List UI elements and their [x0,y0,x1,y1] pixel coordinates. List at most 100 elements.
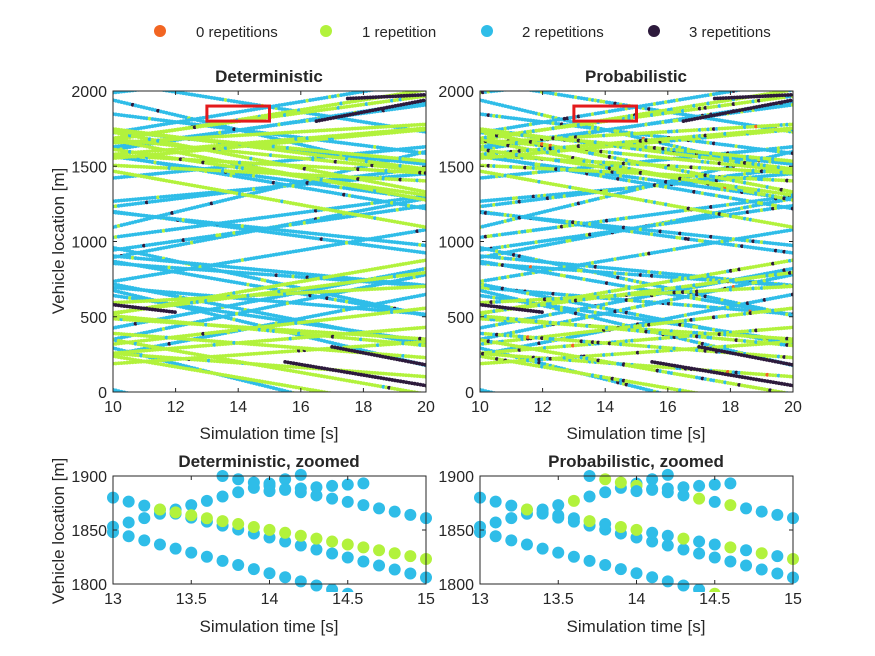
trajectory-point [342,308,346,313]
trajectory-point [263,268,268,273]
trajectory-point [243,257,248,262]
trajectory-point [173,243,177,248]
trajectory-point [404,206,408,211]
trajectory-point [178,242,183,247]
trajectory-point [302,234,307,239]
trajectory-point [285,274,290,278]
trajectory-point [333,94,338,98]
trajectory-point [251,271,256,276]
trajectory-point [404,282,408,287]
trajectory-point [291,229,296,234]
trajectory-point [189,117,194,122]
trajectory-point [136,287,141,291]
trajectory-point [370,172,375,177]
trajectory-point [285,228,290,233]
trajectory-point [344,307,349,312]
trajectory-point [254,228,259,233]
trajectory-point [319,113,324,118]
trajectory-point [412,198,417,203]
trajectory-point [375,301,380,306]
trajectory-point [401,338,406,343]
trajectory-point [192,240,197,244]
trajectory-point [330,214,335,218]
trajectory-point [367,243,372,248]
trajectory-point [285,232,290,237]
trajectory-point [328,311,332,315]
trajectory-point [401,296,406,301]
trajectory-point [158,118,163,122]
trajectory-point [130,286,135,290]
trajectory-point [268,268,273,273]
trajectory-point [125,277,129,282]
trajectory-point [311,231,315,236]
trajectory-point [215,96,220,101]
trajectory-point [113,325,118,330]
trajectory-point [387,246,391,250]
trajectory-point [158,171,163,176]
trajectory-point [260,272,265,277]
trajectory-point [240,188,245,193]
trajectory-point [291,249,296,254]
trajectory-point [260,298,265,303]
trajectory-point [204,268,208,273]
trajectory-point [344,240,349,245]
trajectory-point [204,223,208,228]
trajectory-point [212,131,217,136]
trajectory-point [373,200,377,205]
trajectory-point [375,244,380,249]
trajectory-point [143,91,145,92]
trajectory-point [187,266,191,271]
trajectory-point [130,232,135,237]
trajectory-point [125,174,129,179]
trajectory-point [361,242,366,247]
trajectory-point [401,231,406,236]
trajectory-point [373,172,377,177]
trajectory-point [325,390,329,392]
trajectory-point [389,233,394,238]
trajectory-point [153,247,158,252]
trajectory-point [204,220,208,225]
trajectory-point [198,235,203,240]
trajectory-point [243,227,248,231]
trajectory-point [209,263,214,268]
trajectory-point [423,203,426,208]
trajectory-point [356,242,360,246]
trajectory-point [257,225,262,230]
trajectory-point [257,125,262,130]
trajectory-point [412,268,417,273]
trajectory-point [226,260,231,265]
trajectory-point [128,197,132,202]
trajectory-point [378,171,383,176]
trajectory-point [192,194,197,199]
trajectory-point [178,217,183,222]
trajectory-point [243,218,248,222]
trajectory-point [395,232,400,237]
trajectory-point [175,260,180,264]
trajectory-point [361,202,366,207]
trajectory-point [308,235,313,240]
trajectory-point [406,173,411,177]
trajectory-point [297,100,301,104]
trajectory-point [282,251,287,255]
trajectory-point [409,295,414,300]
trajectory-point [384,245,389,250]
trajectory-point [184,195,189,200]
trajectory-point [198,262,203,267]
trajectory-point [147,242,152,247]
trajectory-point [181,195,186,200]
trajectory-point [249,271,253,276]
trajectory-point [330,310,335,315]
trajectory-point [240,226,245,231]
trajectory-point [392,246,397,251]
trajectory-point [229,222,234,227]
trajectory-point [398,197,403,202]
trajectory-point [201,238,206,243]
trajectory-point [142,249,146,254]
trajectory-point [175,238,180,243]
trajectory-point [161,240,166,245]
trajectory-point [187,311,191,316]
trajectory-point [167,228,172,232]
trajectory-point [113,285,118,290]
trajectory-point [192,267,197,272]
trajectory-point [423,162,426,167]
